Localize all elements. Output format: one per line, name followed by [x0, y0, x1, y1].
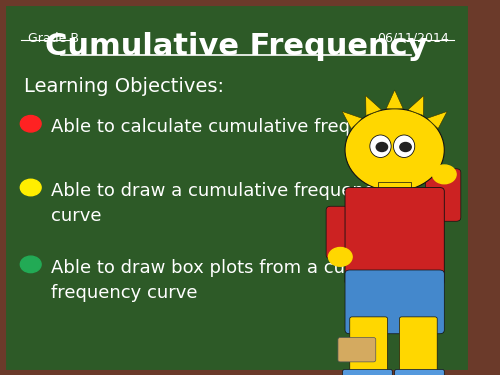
FancyBboxPatch shape — [342, 369, 392, 375]
Text: Learning Objectives:: Learning Objectives: — [24, 77, 224, 96]
Polygon shape — [386, 90, 403, 109]
FancyBboxPatch shape — [426, 169, 461, 221]
Circle shape — [20, 256, 41, 273]
Polygon shape — [342, 111, 362, 129]
Text: 06/11/2014: 06/11/2014 — [378, 32, 449, 45]
FancyBboxPatch shape — [394, 369, 444, 375]
Text: Able to draw a cumulative frequency
curve: Able to draw a cumulative frequency curv… — [51, 182, 384, 225]
Ellipse shape — [345, 109, 444, 191]
FancyBboxPatch shape — [350, 317, 388, 375]
Polygon shape — [427, 111, 447, 129]
FancyBboxPatch shape — [400, 317, 437, 375]
Text: Able to draw box plots from a cumulative
frequency curve: Able to draw box plots from a cumulative… — [51, 259, 424, 302]
Polygon shape — [408, 96, 424, 116]
FancyBboxPatch shape — [0, 0, 472, 375]
Circle shape — [432, 165, 456, 184]
Text: Grade B: Grade B — [28, 32, 80, 45]
FancyBboxPatch shape — [345, 270, 444, 334]
Circle shape — [376, 142, 388, 152]
Circle shape — [412, 153, 424, 162]
Text: Cumulative Frequency: Cumulative Frequency — [45, 32, 428, 61]
FancyBboxPatch shape — [345, 188, 444, 285]
Text: Able to calculate cumulative frequency: Able to calculate cumulative frequency — [51, 118, 405, 136]
Circle shape — [400, 142, 411, 152]
Circle shape — [20, 179, 41, 196]
FancyBboxPatch shape — [326, 206, 362, 259]
Circle shape — [328, 248, 352, 266]
FancyBboxPatch shape — [338, 338, 376, 362]
Circle shape — [20, 116, 41, 132]
FancyBboxPatch shape — [378, 182, 411, 197]
Polygon shape — [366, 96, 382, 116]
Ellipse shape — [394, 135, 415, 158]
Ellipse shape — [370, 135, 391, 158]
